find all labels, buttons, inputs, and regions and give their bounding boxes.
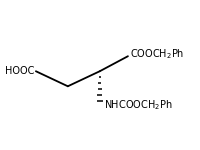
Text: COOCH$_2$Ph: COOCH$_2$Ph <box>130 47 184 61</box>
Text: NHCOOCH$_2$Ph: NHCOOCH$_2$Ph <box>104 98 172 112</box>
Text: HOOC: HOOC <box>5 66 34 76</box>
